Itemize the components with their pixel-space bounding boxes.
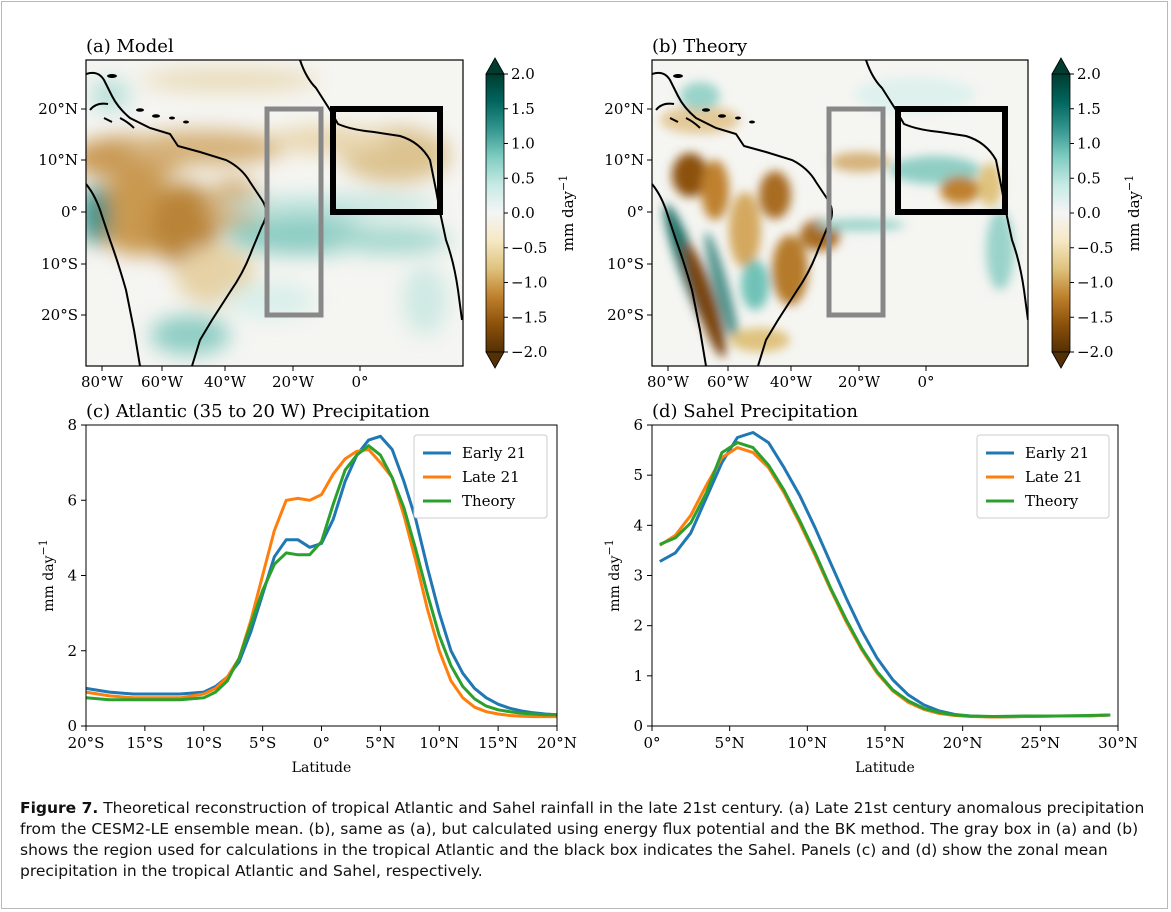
chart-legend: Early 21 Late 21 Theory — [977, 435, 1109, 518]
chart-c-title: (c) Atlantic (35 to 20 W) Precipitation — [86, 401, 430, 422]
map-lat-tick-label: 10°S — [41, 255, 78, 273]
colorbar-tick-label: 1.0 — [1077, 135, 1101, 153]
colorbar-tick-label: 1.0 — [511, 135, 535, 153]
colorbar-tick-label: −2.0 — [511, 343, 547, 361]
map-panel-b: (b) Theory — [604, 36, 1143, 391]
colorbar-tick-label: −1.5 — [511, 308, 547, 326]
colorbar-tick-label: −2.0 — [1077, 343, 1113, 361]
y-axis-label: mm day−1 — [603, 539, 623, 611]
figure-caption: Figure 7. Theoretical reconstruction of … — [20, 798, 1155, 882]
colorbar-tick-label: 1.5 — [1077, 100, 1101, 118]
map-lon-tick-label: 40°W — [204, 373, 247, 391]
colorbar-min-extend-arrow — [486, 352, 504, 368]
x-tick-label: 30°N — [1098, 734, 1138, 752]
x-tick-label: 15°N — [865, 734, 905, 752]
map-lon-tick-label: 20°W — [272, 373, 315, 391]
colorbar-max-extend-arrow — [1052, 58, 1070, 74]
y-tick-label: 2 — [67, 642, 77, 660]
map-lat-tick-label: 20°S — [607, 306, 644, 324]
legend-entry-label: Late 21 — [462, 468, 520, 486]
map-lon-tick-label: 0° — [351, 373, 368, 391]
x-tick-label: 25°N — [1020, 734, 1060, 752]
colorbar-tick-label: 0.5 — [511, 169, 535, 187]
colorbar-tick-label: 0.0 — [1077, 204, 1101, 222]
y-tick-label: 3 — [633, 567, 643, 585]
map-lon-tick-label: 80°W — [647, 373, 690, 391]
legend-entry-label: Theory — [1025, 492, 1079, 510]
colorbar-label: mm day−1 — [557, 175, 577, 251]
x-tick-label: 10°S — [185, 734, 222, 752]
y-tick-label: 4 — [633, 516, 643, 534]
map-lat-tick-label: 20°N — [604, 100, 644, 118]
map-lon-tick-label: 60°W — [141, 373, 184, 391]
colorbar-tick-label: 2.0 — [1077, 65, 1101, 83]
legend-entry-label: Theory — [462, 492, 516, 510]
map-lon-tick-label: 20°W — [838, 373, 881, 391]
legend-entry-label: Early 21 — [1025, 444, 1089, 462]
map-lon-tick-label: 0° — [917, 373, 934, 391]
colorbar-min-extend-arrow — [1052, 352, 1070, 368]
colorbar-tick-label: −1.0 — [1077, 274, 1113, 292]
map-lat-tick-label: 20°N — [38, 100, 78, 118]
y-axis-label: mm day−1 — [37, 539, 57, 611]
colorbar-tick-label: 0.0 — [511, 204, 535, 222]
caption-text: Theoretical reconstruction of tropical A… — [20, 799, 1144, 880]
y-tick-label: 5 — [633, 466, 643, 484]
map-lat-tick-label: 10°N — [38, 151, 78, 169]
colorbar-label: mm day−1 — [1123, 175, 1143, 251]
map-lon-tick-label: 60°W — [707, 373, 750, 391]
x-tick-label: 0° — [643, 734, 660, 752]
x-tick-label: 5°N — [365, 734, 395, 752]
chart-legend: Early 21 Late 21 Theory — [414, 435, 547, 518]
y-tick-label: 0 — [633, 717, 643, 735]
map-lat-tick-label: 10°N — [604, 151, 644, 169]
colorbar-max-extend-arrow — [486, 58, 504, 74]
colorbar-tick-label: −1.0 — [511, 274, 547, 292]
x-axis-label: Latitude — [292, 760, 352, 776]
map-panel-a: (a) Model — [38, 36, 577, 391]
colorbar-tick-label: −0.5 — [1077, 239, 1113, 257]
caption-label: Figure 7. — [20, 799, 98, 817]
x-tick-label: 5°S — [249, 734, 276, 752]
y-tick-label: 6 — [633, 416, 643, 434]
y-tick-label: 8 — [67, 416, 77, 434]
colorbar-tick-label: −1.5 — [1077, 308, 1113, 326]
colorbar — [1052, 74, 1070, 352]
y-tick-label: 2 — [633, 617, 643, 635]
colorbar-tick-label: 0.5 — [1077, 169, 1101, 187]
y-tick-label: 6 — [67, 491, 77, 509]
map-lat-tick-label: 20°S — [41, 306, 78, 324]
x-tick-label: 10°N — [787, 734, 827, 752]
legend-entry-label: Early 21 — [462, 444, 526, 462]
map-lon-tick-label: 80°W — [81, 373, 124, 391]
panel-b-label: (b) Theory — [652, 36, 748, 57]
colorbar-tick-label: 2.0 — [511, 65, 535, 83]
x-tick-label: 20°N — [943, 734, 983, 752]
x-axis-label: Latitude — [855, 760, 915, 776]
y-tick-label: 4 — [67, 567, 77, 585]
panel-a-label: (a) Model — [86, 36, 174, 57]
colorbar — [486, 74, 504, 352]
y-tick-label: 0 — [67, 717, 77, 735]
colorbar-tick-label: 1.5 — [511, 100, 535, 118]
x-tick-label: 15°S — [126, 734, 163, 752]
map-lat-tick-label: 10°S — [607, 255, 644, 273]
map-lat-tick-label: 0° — [61, 203, 78, 221]
y-tick-label: 1 — [633, 667, 643, 685]
map-lat-tick-label: 0° — [627, 203, 644, 221]
chart-d-title: (d) Sahel Precipitation — [652, 401, 858, 422]
chart-panel-d: (d) Sahel Precipitation 0° 5°N 10°N 15°N 20°… — [603, 401, 1138, 776]
x-tick-label: 15°N — [478, 734, 518, 752]
x-tick-label: 0° — [313, 734, 330, 752]
map-lon-tick-label: 40°W — [770, 373, 813, 391]
colorbar-tick-label: −0.5 — [511, 239, 547, 257]
x-tick-label: 20°S — [68, 734, 105, 752]
x-tick-label: 10°N — [419, 734, 459, 752]
legend-entry-label: Late 21 — [1025, 468, 1083, 486]
x-tick-label: 20°N — [537, 734, 577, 752]
chart-panel-c: (c) Atlantic (35 to 20 W) Precipitation … — [37, 401, 577, 776]
x-tick-label: 5°N — [715, 734, 745, 752]
